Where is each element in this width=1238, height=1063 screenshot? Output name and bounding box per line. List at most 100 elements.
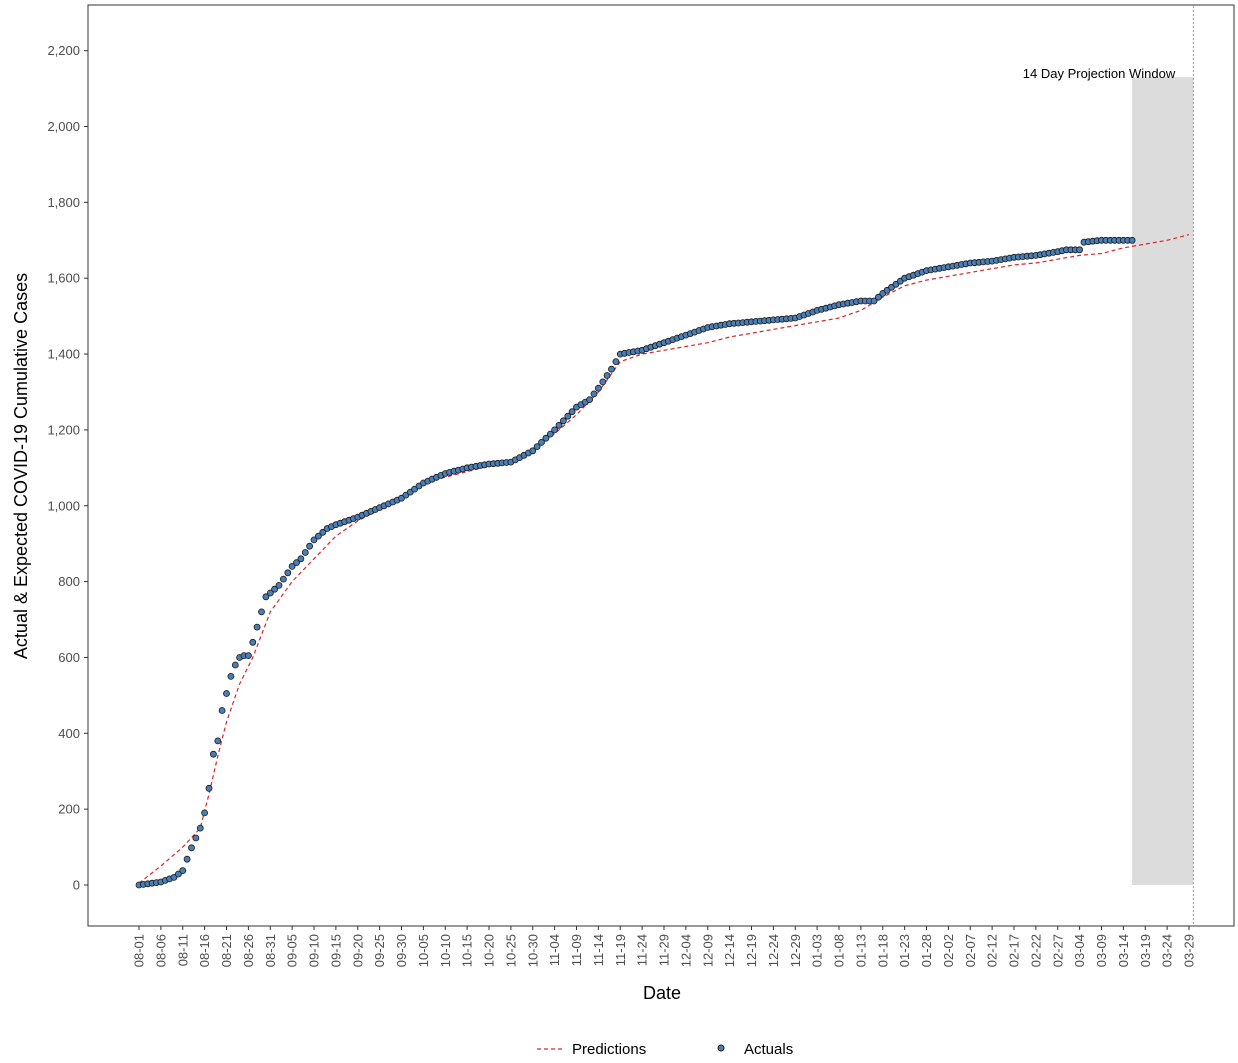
x-tick-label: 02-02	[941, 934, 956, 967]
actual-point	[551, 426, 558, 434]
actual-point	[196, 824, 204, 832]
x-tick-label: 11-24	[635, 934, 650, 966]
x-tick-label: 03-04	[1072, 934, 1087, 967]
y-tick-label: 0	[73, 878, 80, 893]
actual-point	[301, 549, 309, 556]
projection-window-band	[1132, 77, 1194, 885]
actual-point	[546, 430, 554, 438]
x-tick-label: 03-09	[1094, 934, 1109, 967]
x-tick-label: 10-30	[525, 934, 540, 967]
actual-point	[244, 652, 252, 659]
legend-actuals-swatch	[717, 1044, 725, 1052]
actual-point	[533, 443, 541, 451]
actual-point	[179, 867, 187, 874]
y-axis-title: Actual & Expected COVID-19 Cumulative Ca…	[11, 273, 31, 659]
x-axis-title: Date	[643, 983, 681, 1003]
x-tick-label: 01-28	[919, 934, 934, 967]
actual-point	[564, 412, 572, 420]
legend-predictions-label: Predictions	[572, 1041, 646, 1058]
x-tick-label: 02-27	[1050, 934, 1065, 967]
x-tick-label: 03-19	[1138, 934, 1153, 967]
actual-point	[293, 559, 300, 566]
actual-point	[297, 555, 305, 563]
actual-point	[205, 784, 213, 792]
x-tick-label: 08-11	[175, 934, 190, 966]
x-tick-label: 10-15	[460, 934, 475, 967]
y-tick-label: 200	[58, 802, 80, 817]
actual-point	[1076, 246, 1083, 254]
actual-point	[188, 844, 195, 852]
y-tick-label: 1,000	[47, 498, 80, 513]
x-tick-label: 12-24	[766, 934, 781, 967]
actual-point	[231, 661, 239, 669]
actual-point	[209, 750, 217, 758]
actual-point	[538, 438, 545, 446]
y-tick-label: 1,800	[47, 195, 80, 210]
x-tick-label: 12-14	[722, 934, 737, 967]
actual-point	[170, 874, 178, 881]
x-tick-label: 11-09	[569, 934, 584, 966]
actual-point	[192, 834, 200, 842]
actual-point	[253, 623, 261, 631]
y-tick-label: 400	[58, 726, 80, 741]
actual-point	[284, 569, 292, 577]
actual-point	[568, 408, 576, 416]
plot-panel	[87, 4, 1235, 927]
actual-point	[258, 608, 265, 616]
y-tick-label: 2,000	[47, 119, 80, 134]
actual-point	[275, 582, 283, 589]
actual-point	[590, 390, 598, 398]
x-tick-label: 12-04	[678, 934, 693, 967]
actual-point	[310, 536, 318, 544]
x-tick-label: 10-05	[416, 934, 431, 967]
x-tick-label: 09-20	[350, 934, 365, 967]
actual-point	[218, 707, 226, 714]
actual-point	[608, 365, 615, 373]
actual-point	[875, 293, 882, 301]
x-tick-label: 10-20	[482, 934, 497, 967]
y-tick-label: 1,200	[47, 422, 80, 437]
actual-point	[542, 434, 550, 442]
x-tick-label: 01-23	[897, 934, 912, 967]
x-tick-label: 01-03	[810, 934, 825, 967]
actual-point	[214, 737, 222, 745]
x-tick-label: 08-06	[153, 934, 168, 967]
actual-point	[612, 358, 620, 366]
y-tick-label: 600	[58, 650, 80, 665]
x-tick-label: 12-29	[788, 934, 803, 967]
x-tick-label: 08-16	[197, 934, 212, 967]
actual-point	[266, 589, 274, 597]
x-tick-label: 11-14	[591, 934, 606, 966]
x-tick-label: 12-09	[700, 934, 715, 967]
legend: Predictions Actuals	[537, 1041, 793, 1058]
actual-point	[279, 575, 287, 583]
actual-point	[271, 585, 279, 593]
y-tick-label: 1,400	[47, 347, 80, 362]
x-tick-label: 11-04	[547, 934, 562, 966]
actual-point	[603, 372, 611, 379]
x-tick-label: 11-29	[657, 934, 672, 966]
x-tick-label: 09-25	[372, 934, 387, 967]
x-tick-label: 08-31	[263, 934, 278, 967]
actual-point	[174, 870, 182, 878]
x-tick-label: 03-29	[1182, 934, 1197, 967]
actual-point	[288, 563, 296, 570]
actual-point	[319, 528, 327, 536]
y-tick-label: 1,600	[47, 271, 80, 286]
y-tick-label: 800	[58, 574, 80, 589]
x-tick-label: 10-10	[438, 934, 453, 967]
x-tick-label: 09-10	[307, 934, 322, 967]
x-tick-label: 01-08	[832, 934, 847, 967]
y-tick-label: 2,200	[47, 43, 80, 58]
actual-point	[599, 378, 607, 386]
actual-point	[870, 297, 878, 305]
x-tick-label: 12-19	[744, 934, 759, 967]
actual-point	[227, 673, 235, 680]
x-tick-label: 08-26	[241, 934, 256, 967]
actual-point	[306, 542, 314, 550]
x-tick-label: 11-19	[613, 934, 628, 966]
actual-point	[555, 421, 563, 429]
actual-point	[249, 638, 257, 646]
actual-point	[223, 690, 230, 697]
